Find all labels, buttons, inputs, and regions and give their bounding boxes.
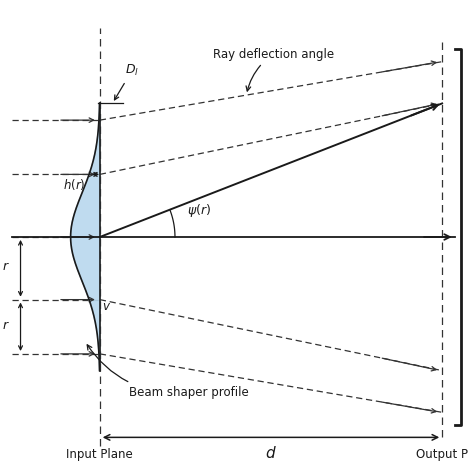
Text: Input Plane: Input Plane <box>66 447 133 461</box>
Text: $r$: $r$ <box>2 319 10 332</box>
Text: $\psi(r)$: $\psi(r)$ <box>188 202 211 219</box>
Text: $D_l$: $D_l$ <box>115 63 139 100</box>
Text: $d$: $d$ <box>265 445 277 461</box>
Polygon shape <box>71 103 100 371</box>
Text: $v$: $v$ <box>102 300 111 313</box>
Text: $h(r)$: $h(r)$ <box>63 177 86 192</box>
Text: Ray deflection angle: Ray deflection angle <box>212 47 334 91</box>
Text: $r$: $r$ <box>2 260 10 273</box>
Text: Beam shaper profile: Beam shaper profile <box>87 345 249 399</box>
Text: Output P: Output P <box>416 447 468 461</box>
